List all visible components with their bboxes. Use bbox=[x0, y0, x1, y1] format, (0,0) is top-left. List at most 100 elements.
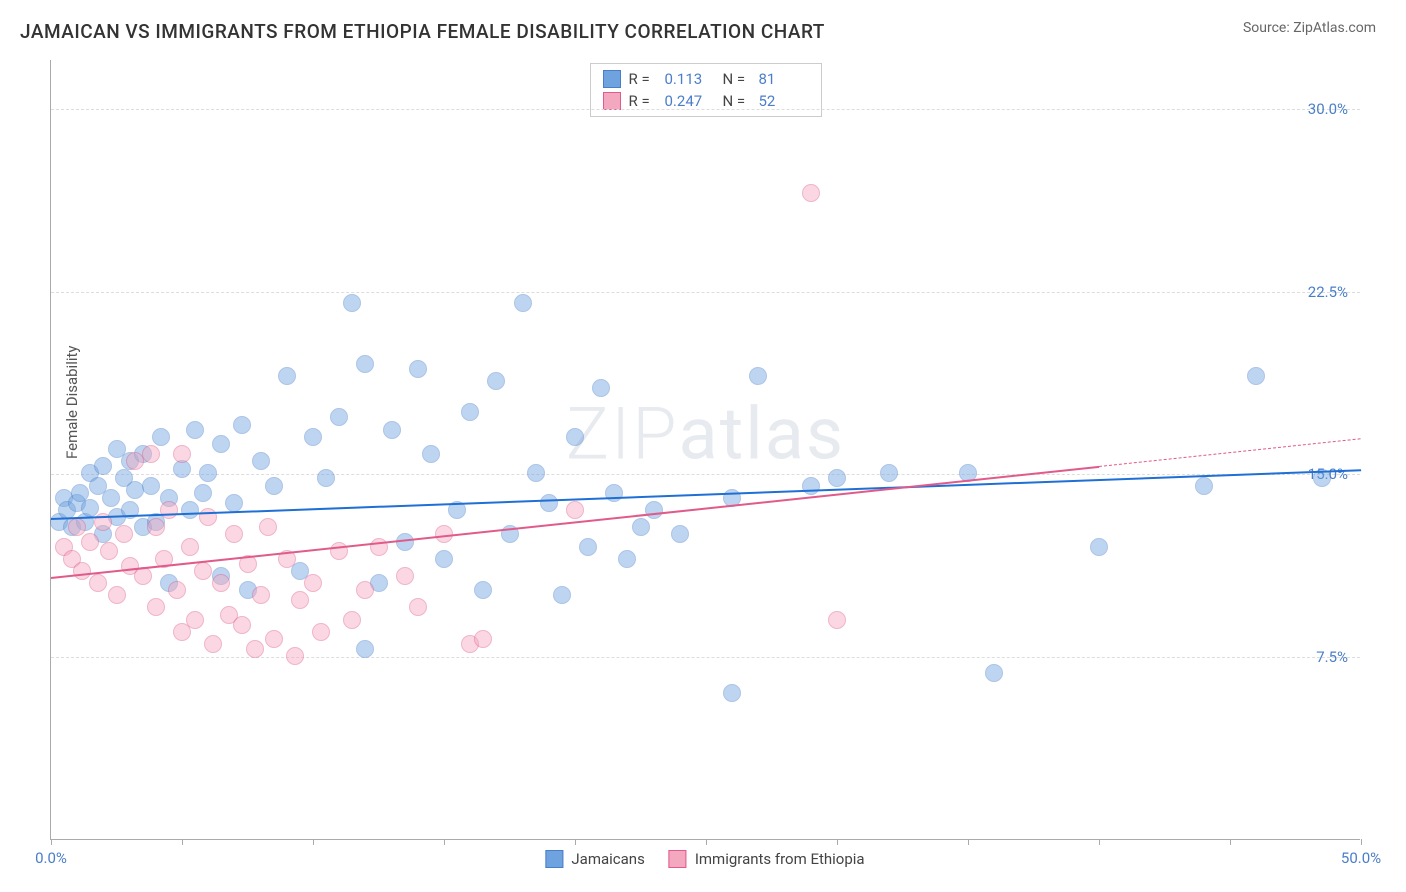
data-point bbox=[1195, 477, 1213, 495]
legend-n-value: 81 bbox=[759, 70, 809, 88]
data-point bbox=[409, 598, 427, 616]
x-tick-mark bbox=[968, 839, 969, 845]
data-point bbox=[356, 581, 374, 599]
data-point bbox=[540, 494, 558, 512]
data-point bbox=[723, 684, 741, 702]
legend-series-name: Jamaicans bbox=[571, 850, 644, 868]
data-point bbox=[632, 518, 650, 536]
data-point bbox=[147, 518, 165, 536]
data-point bbox=[199, 464, 217, 482]
legend-r-label: R = bbox=[629, 70, 657, 88]
data-point bbox=[566, 428, 584, 446]
legend-series-item: Immigrants from Ethiopia bbox=[669, 850, 865, 868]
source-label: Source: ZipAtlas.com bbox=[1243, 20, 1376, 36]
data-point bbox=[115, 525, 133, 543]
data-point bbox=[181, 501, 199, 519]
data-point bbox=[435, 550, 453, 568]
gridline bbox=[51, 657, 1360, 658]
data-point bbox=[102, 489, 120, 507]
gridline bbox=[51, 474, 1360, 475]
data-point bbox=[514, 294, 532, 312]
x-tick-mark bbox=[706, 839, 707, 845]
data-point bbox=[304, 574, 322, 592]
data-point bbox=[383, 421, 401, 439]
data-point bbox=[252, 452, 270, 470]
data-point bbox=[265, 630, 283, 648]
data-point bbox=[618, 550, 636, 568]
data-point bbox=[566, 501, 584, 519]
data-point bbox=[474, 581, 492, 599]
data-point bbox=[68, 518, 86, 536]
data-point bbox=[396, 567, 414, 585]
gridline bbox=[51, 292, 1360, 293]
legend-r-value: 0.247 bbox=[665, 92, 715, 110]
data-point bbox=[409, 360, 427, 378]
legend-swatch bbox=[545, 850, 563, 868]
data-point bbox=[246, 640, 264, 658]
data-point bbox=[278, 367, 296, 385]
data-point bbox=[173, 445, 191, 463]
data-point bbox=[286, 647, 304, 665]
data-point bbox=[142, 445, 160, 463]
x-tick-mark bbox=[575, 839, 576, 845]
data-point bbox=[1090, 538, 1108, 556]
data-point bbox=[233, 616, 251, 634]
data-point bbox=[168, 581, 186, 599]
y-tick-label: 22.5% bbox=[1308, 283, 1348, 301]
data-point bbox=[152, 428, 170, 446]
data-point bbox=[304, 428, 322, 446]
data-point bbox=[73, 562, 91, 580]
data-point bbox=[356, 640, 374, 658]
data-point bbox=[265, 477, 283, 495]
data-point bbox=[181, 538, 199, 556]
data-point bbox=[186, 421, 204, 439]
chart-container: Female Disability ZIPatlas R =0.113N =81… bbox=[50, 60, 1360, 840]
data-point bbox=[330, 408, 348, 426]
data-point bbox=[370, 538, 388, 556]
data-point bbox=[312, 623, 330, 641]
legend-r-value: 0.113 bbox=[665, 70, 715, 88]
legend-r-label: R = bbox=[629, 92, 657, 110]
data-point bbox=[645, 501, 663, 519]
legend-row: R = 0.113 N = 81 bbox=[603, 68, 809, 90]
data-point bbox=[186, 611, 204, 629]
data-point bbox=[671, 525, 689, 543]
x-tick-mark bbox=[444, 839, 445, 845]
x-tick-mark bbox=[1361, 839, 1362, 845]
data-point bbox=[147, 598, 165, 616]
legend-n-label: N = bbox=[723, 70, 751, 88]
data-point bbox=[94, 457, 112, 475]
data-point bbox=[422, 445, 440, 463]
x-tick-mark bbox=[1230, 839, 1231, 845]
y-tick-label: 7.5% bbox=[1316, 648, 1348, 666]
x-tick-mark bbox=[1099, 839, 1100, 845]
data-point bbox=[802, 184, 820, 202]
x-tick-mark bbox=[837, 839, 838, 845]
data-point bbox=[81, 533, 99, 551]
data-point bbox=[527, 464, 545, 482]
data-point bbox=[553, 586, 571, 604]
data-point bbox=[749, 367, 767, 385]
data-point bbox=[828, 469, 846, 487]
data-point bbox=[356, 355, 374, 373]
y-tick-label: 30.0% bbox=[1308, 100, 1348, 118]
data-point bbox=[343, 611, 361, 629]
legend-series-name: Immigrants from Ethiopia bbox=[695, 850, 865, 868]
x-tick-mark bbox=[313, 839, 314, 845]
data-point bbox=[81, 499, 99, 517]
data-point bbox=[89, 574, 107, 592]
data-point bbox=[474, 630, 492, 648]
x-tick-mark bbox=[51, 839, 52, 845]
data-point bbox=[828, 611, 846, 629]
data-point bbox=[461, 403, 479, 421]
data-point bbox=[317, 469, 335, 487]
legend-swatch bbox=[603, 70, 621, 88]
data-point bbox=[225, 494, 243, 512]
trend-line bbox=[1099, 438, 1361, 467]
data-point bbox=[194, 484, 212, 502]
gridline bbox=[51, 109, 1360, 110]
data-point bbox=[108, 586, 126, 604]
legend-swatch bbox=[603, 92, 621, 110]
trend-line bbox=[51, 470, 1361, 521]
data-point bbox=[1247, 367, 1265, 385]
